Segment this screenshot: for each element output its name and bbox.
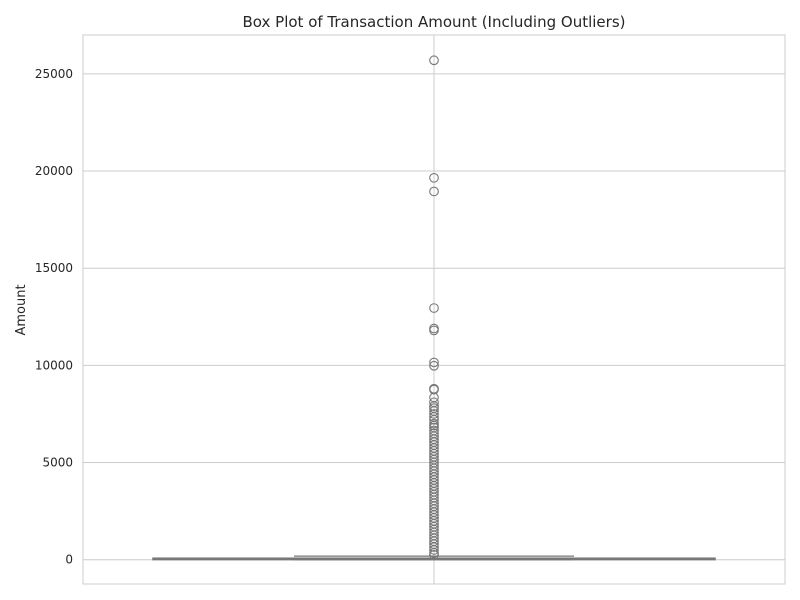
outlier-point [429, 357, 439, 368]
outlier-point [429, 55, 439, 66]
y-axis-label: Amount [14, 284, 29, 335]
y-tick-label: 0 [65, 553, 73, 567]
outlier-point [429, 360, 439, 371]
outlier-point [429, 325, 439, 336]
outlier-point [429, 409, 439, 419]
y-tick-label: 25000 [35, 67, 73, 81]
outlier-point [429, 414, 439, 425]
outlier-point [429, 384, 439, 395]
outlier-point [429, 549, 439, 560]
y-tick-label: 20000 [35, 164, 73, 178]
outlier-point [429, 542, 439, 552]
plot-frame [82, 34, 786, 585]
grid-lines [83, 35, 785, 584]
y-tick-label: 5000 [42, 456, 73, 470]
y-tick-labels: 0 5000 10000 15000 20000 25000 [35, 67, 73, 567]
chart-title: Box Plot of Transaction Amount (Includin… [243, 13, 626, 31]
outlier-point [429, 186, 439, 197]
outlier-points [429, 55, 439, 560]
outlier-point [429, 545, 439, 555]
y-tick-label: 15000 [35, 261, 73, 275]
y-tick-label: 10000 [35, 358, 73, 372]
outlier-point [429, 303, 439, 313]
outlier-point [429, 172, 439, 183]
